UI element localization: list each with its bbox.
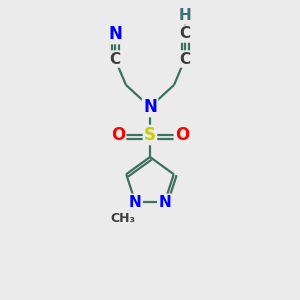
Text: N: N [143,98,157,116]
Text: C: C [179,52,191,67]
Text: C: C [179,26,191,41]
Text: C: C [110,52,121,67]
Text: CH₃: CH₃ [111,212,136,225]
Text: N: N [108,25,122,43]
Text: N: N [158,195,171,210]
Text: O: O [175,126,189,144]
Text: O: O [111,126,125,144]
Text: S: S [144,126,156,144]
Text: H: H [178,8,191,23]
Text: N: N [129,195,142,210]
